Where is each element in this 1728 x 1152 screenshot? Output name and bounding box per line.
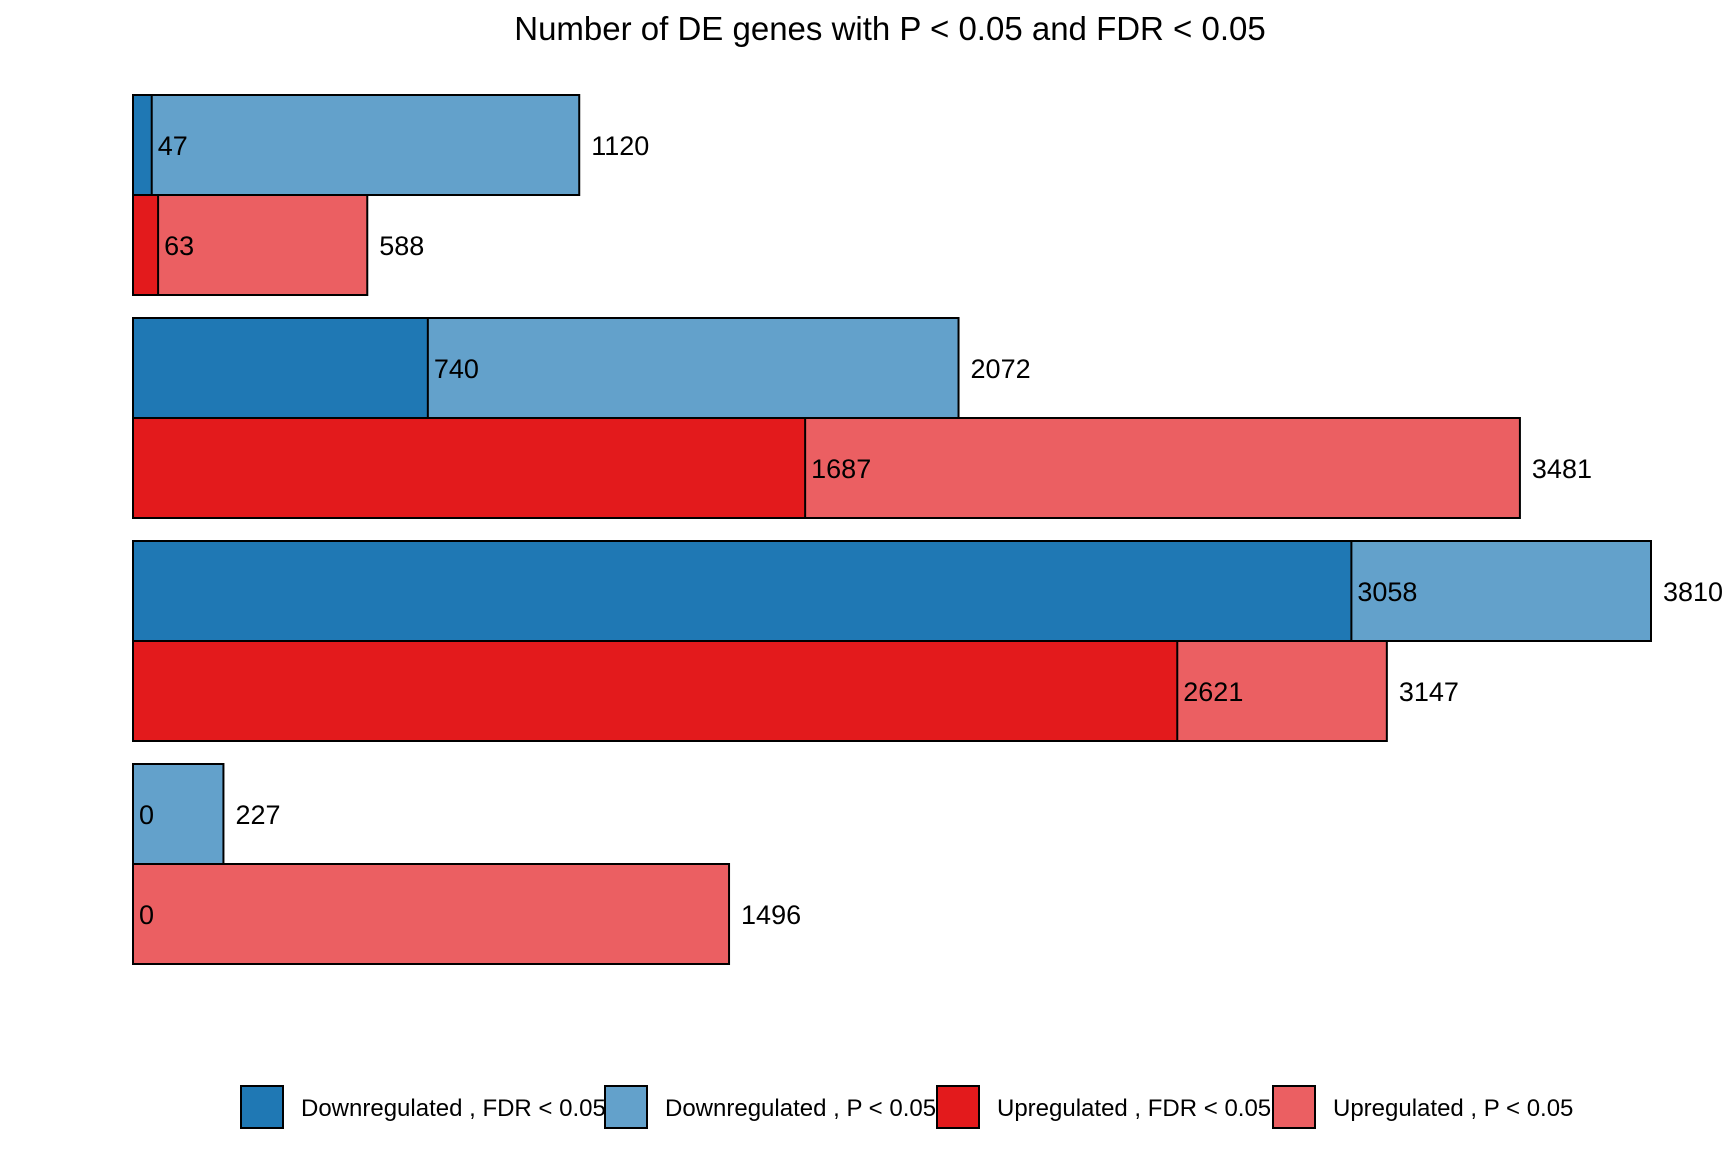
bar-fdr-down-g1: [132, 94, 153, 196]
legend-label-2: Downregulated , P < 0.05: [665, 1095, 936, 1122]
label-fdr-down-g1: 47: [158, 131, 188, 161]
label-p-down-g1: 1120: [591, 131, 649, 161]
label-p-down-g3: 3810: [1663, 577, 1723, 607]
label-p-up-g4: 1496: [741, 900, 801, 930]
label-fdr-up-g2: 1687: [811, 454, 871, 484]
bar-p-up-g1: [132, 194, 369, 296]
label-fdr-up-g3: 2621: [1183, 677, 1243, 707]
bar-fdr-up-g3: [132, 640, 1179, 742]
legend-key-4: [1272, 1085, 1316, 1129]
label-fdr-down-g3: 3058: [1357, 577, 1417, 607]
label-fdr-down-g4: 0: [139, 800, 154, 830]
bars-layer: 47 1120 63 588 740 2072 1687 3481 3058 3810 2621 31…: [132, 94, 1723, 965]
label-fdr-down-g2: 740: [434, 354, 479, 384]
legend-key-2: [604, 1085, 648, 1129]
bar-fdr-down-g3: [132, 540, 1353, 642]
legend-key-3: [936, 1085, 980, 1129]
bar-fdr-down-g2: [132, 317, 429, 419]
bar-p-down-g1: [132, 94, 581, 196]
legend: Downregulated , FDR < 0.05 Downregulated …: [240, 1085, 1573, 1129]
label-fdr-up-g1: 63: [164, 231, 194, 261]
legend-key-1: [240, 1085, 284, 1129]
legend-label-4: Upregulated , P < 0.05: [1333, 1095, 1573, 1122]
label-p-up-g3: 3147: [1399, 677, 1459, 707]
bar-p-down-g4: [132, 763, 225, 865]
chart-title: Number of DE genes with P < 0.05 and FDR…: [514, 10, 1265, 47]
legend-label-1: Downregulated , FDR < 0.05: [301, 1095, 606, 1122]
legend-label-3: Upregulated , FDR < 0.05: [997, 1095, 1271, 1122]
label-p-down-g4: 227: [235, 800, 280, 830]
bar-fdr-up-g1: [132, 194, 160, 296]
label-fdr-up-g4: 0: [139, 900, 154, 930]
label-p-up-g1: 588: [379, 231, 424, 261]
label-p-down-g2: 2072: [971, 354, 1031, 384]
label-p-up-g2: 3481: [1532, 454, 1592, 484]
bar-fdr-up-g2: [132, 417, 807, 519]
bar-p-up-g4: [132, 863, 731, 965]
